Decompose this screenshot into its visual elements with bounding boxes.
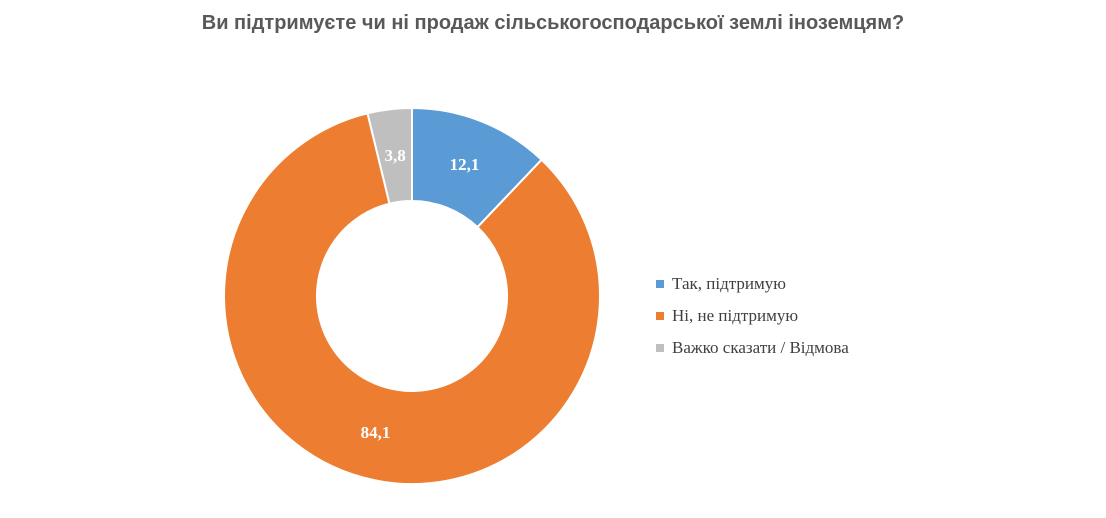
data-label-no: 84,1	[361, 423, 391, 442]
data-labels: 12,1 84,1 3,8	[361, 146, 480, 442]
legend-swatch-yes	[656, 280, 664, 288]
legend-label-hard-to-say: Важко сказати / Відмова	[672, 338, 849, 357]
legend-label-yes: Так, підтримую	[672, 274, 786, 293]
data-label-yes: 12,1	[450, 155, 480, 174]
slice-no	[223, 112, 601, 485]
chart-title: Ви підтримуєте чи ні продаж сільськогосп…	[201, 12, 905, 34]
legend-swatch-no	[656, 312, 664, 320]
legend-label-no: Ні, не підтримую	[672, 306, 799, 325]
legend-item-hard-to-say: Важко сказати / Відмова	[656, 332, 849, 364]
legend-swatch-hard-to-say	[656, 344, 664, 352]
chart-legend: Так, підтримую Ні, не підтримую Важко ск…	[656, 268, 849, 364]
slice-hard-to-say	[366, 106, 413, 205]
legend-item-no: Ні, не підтримую	[656, 300, 849, 332]
legend-item-yes: Так, підтримую	[656, 268, 849, 300]
donut-slices	[223, 106, 601, 485]
data-label-hard-to-say: 3,8	[385, 146, 406, 165]
